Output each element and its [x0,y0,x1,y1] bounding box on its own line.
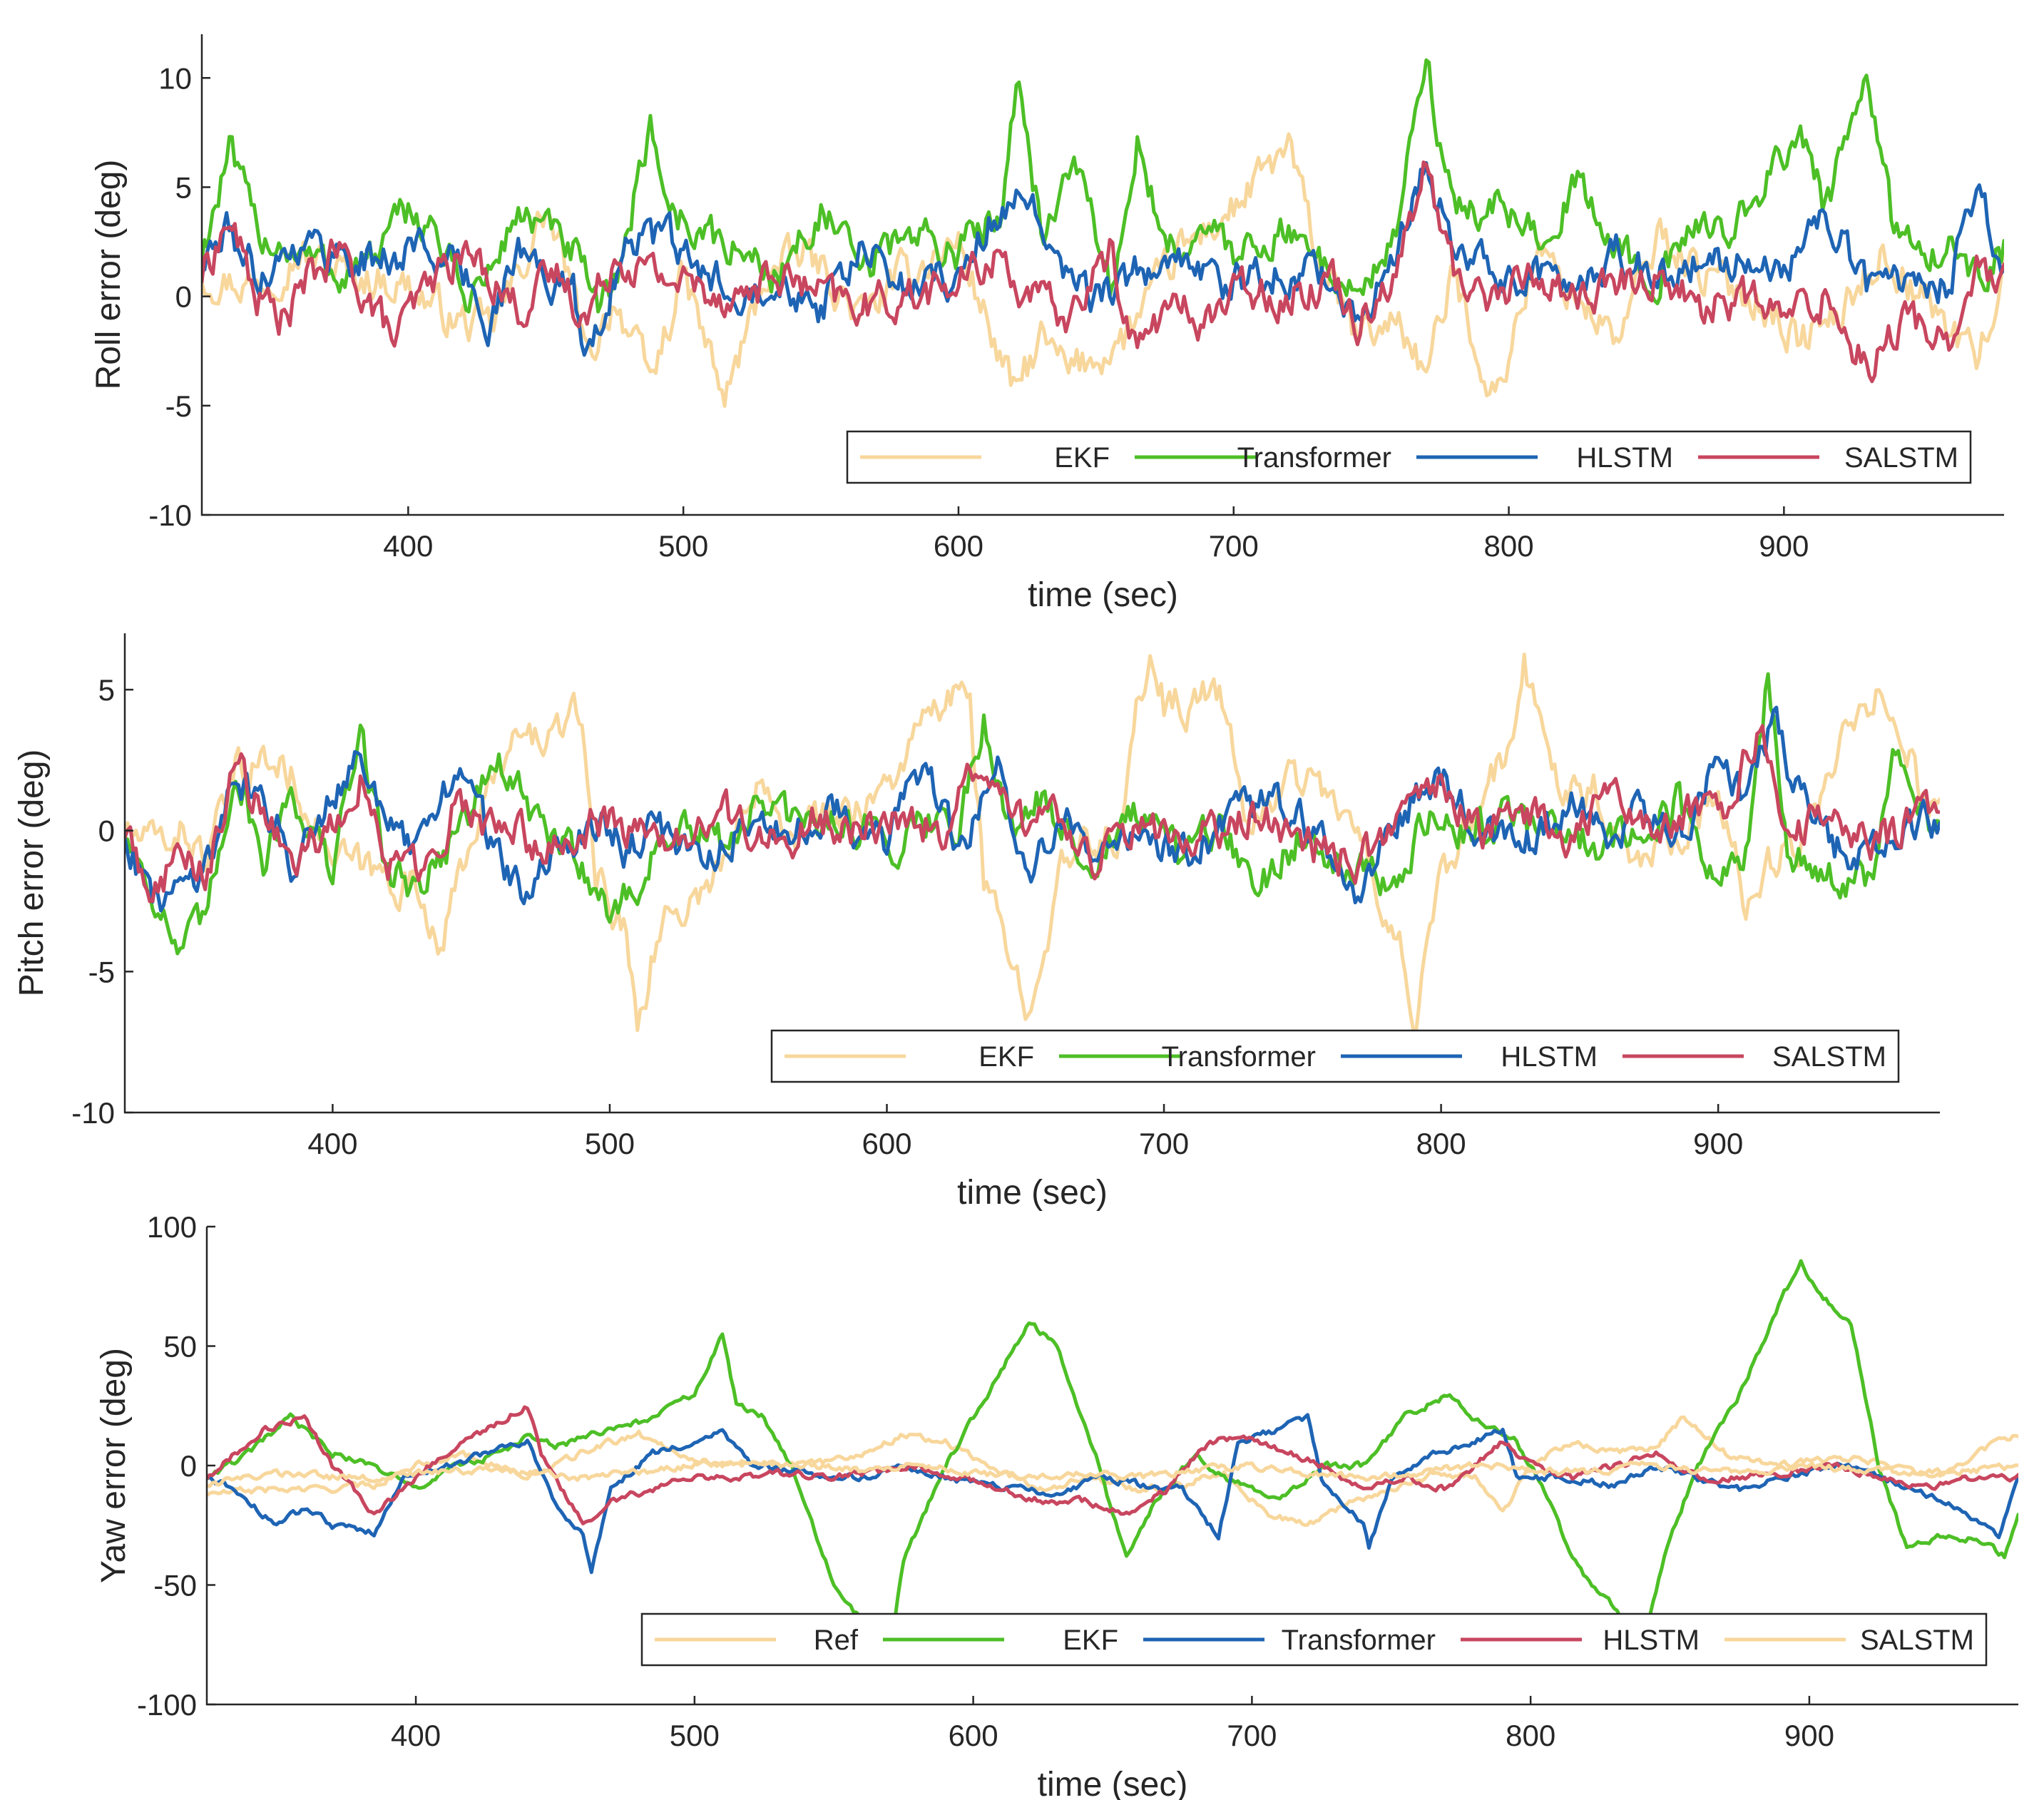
chart-panel-1: 400 500 600 700 800 900 -10 -5 0 5 10 time (sec) Rol… [90,34,2004,614]
x-tick-label: 700 [1227,1719,1277,1752]
y-tick-label: 5 [98,673,115,707]
series-group [207,1259,2018,1656]
x-tick-label: 700 [1209,529,1259,563]
legend-label-salstm: SALSTM [1860,1625,1974,1656]
y-tick-label: -100 [137,1688,197,1722]
y-tick-label: 0 [175,280,192,314]
chart-panel-2: 400 500 600 700 800 900 -10 -5 0 5 time (sec) Pitch… [13,633,1940,1212]
x-tick-label: 400 [307,1127,357,1160]
y-axis-label: Roll error (deg) [90,160,128,390]
x-tick-label: 500 [585,1127,635,1160]
series-line-hlstm [207,1405,2018,1525]
x-tick-label: 500 [658,529,708,563]
legend-label-hlstm: HLSTM [1603,1625,1700,1656]
legend-label-ref: Ref [814,1625,859,1656]
y-tick-label: 0 [98,814,115,848]
x-tick-label: 900 [1693,1127,1743,1160]
legend-label-hlstm: HLSTM [1576,442,1673,474]
y-tick-label: 50 [163,1330,197,1364]
x-tick-label: 900 [1759,529,1809,563]
series-group [202,58,2004,408]
legend-label-transformer: Transformer [1282,1625,1436,1656]
legend: Ref EKF Transformer HLSTM SALSTM [640,1612,1988,1667]
legend-label-transformer: Transformer [1237,442,1391,474]
y-tick-label: 0 [180,1449,197,1483]
series-line-ekf [125,653,1940,1033]
legend-label-transformer: Transformer [1162,1041,1316,1073]
legend-label-ekf: EKF [1063,1625,1118,1656]
legend: EKF Transformer HLSTM SALSTM [846,430,1972,484]
x-axis-label: time (sec) [957,1174,1108,1212]
y-tick-label: -5 [165,389,192,423]
x-tick-label: 600 [949,1719,998,1752]
x-tick-label: 800 [1416,1127,1466,1160]
y-tick-label: -10 [148,498,192,532]
y-tick-label: -5 [88,955,115,988]
x-axis-label: time (sec) [1028,576,1178,614]
legend-label-hlstm: HLSTM [1501,1041,1598,1073]
y-tick-label: -10 [71,1096,115,1130]
legend: EKF Transformer HLSTM SALSTM [770,1029,1900,1083]
y-axis-label: Yaw error (deg) [95,1348,133,1583]
x-tick-label: 400 [383,529,433,563]
series-line-salstm [202,160,2004,384]
y-tick-label: 5 [175,170,192,204]
legend-label-salstm: SALSTM [1844,442,1958,474]
y-tick-label: 10 [158,61,192,95]
y-tick-label: 100 [147,1210,197,1244]
legend-label-salstm: SALSTM [1772,1041,1886,1073]
x-tick-label: 600 [862,1127,911,1160]
legend-label-ekf: EKF [1054,442,1110,474]
x-tick-label: 900 [1784,1719,1834,1752]
x-tick-label: 800 [1484,529,1534,563]
x-tick-label: 400 [391,1719,441,1752]
chart-panel-3: 400 500 600 700 800 900 -100 -50 0 50 100 time (sec… [95,1210,2018,1800]
series-line-salstm [125,724,1940,904]
legend-label-ekf: EKF [978,1041,1034,1073]
x-tick-label: 500 [670,1719,720,1752]
x-tick-label: 700 [1139,1127,1189,1160]
x-tick-label: 800 [1506,1719,1555,1752]
series-line-ekf [207,1259,2018,1656]
y-tick-label: -50 [153,1569,197,1602]
x-tick-label: 600 [934,529,983,563]
x-axis-label: time (sec) [1038,1766,1188,1800]
series-line-salstm [207,1458,2018,1488]
y-axis-label: Pitch error (deg) [13,750,51,997]
series-line-transformer [125,672,1940,956]
series-line-hlstm [125,705,1940,913]
series-group [125,653,1940,1033]
